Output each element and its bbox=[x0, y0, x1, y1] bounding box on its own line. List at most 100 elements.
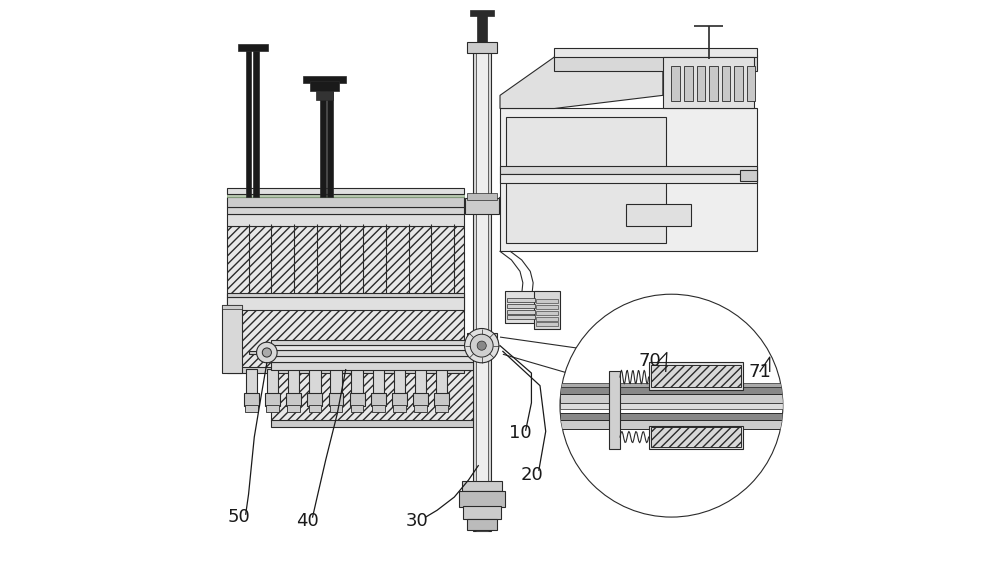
Bar bbox=[266, 405, 279, 412]
Bar bbox=[462, 481, 502, 492]
Bar bbox=[351, 405, 363, 412]
Bar bbox=[470, 10, 494, 17]
Bar bbox=[288, 369, 299, 394]
Bar bbox=[271, 420, 477, 427]
Bar bbox=[507, 304, 535, 308]
Bar bbox=[536, 317, 558, 320]
Bar bbox=[330, 369, 342, 394]
Bar bbox=[309, 405, 321, 412]
Bar bbox=[626, 204, 691, 226]
Bar bbox=[507, 310, 535, 314]
Circle shape bbox=[465, 328, 499, 363]
Bar bbox=[227, 226, 464, 297]
Bar bbox=[435, 405, 448, 412]
Bar bbox=[227, 194, 464, 197]
Bar bbox=[265, 393, 280, 406]
Circle shape bbox=[257, 342, 277, 363]
Bar bbox=[609, 372, 620, 448]
Bar bbox=[271, 344, 477, 350]
Bar bbox=[500, 108, 757, 252]
Bar bbox=[271, 350, 477, 356]
Bar bbox=[238, 44, 268, 51]
Bar bbox=[373, 369, 384, 394]
Bar bbox=[227, 207, 464, 214]
Bar bbox=[536, 305, 558, 309]
Bar bbox=[227, 188, 464, 194]
Bar bbox=[246, 369, 257, 394]
Polygon shape bbox=[500, 57, 663, 108]
Bar bbox=[287, 405, 300, 412]
Bar bbox=[500, 174, 757, 183]
Bar bbox=[371, 393, 386, 406]
Bar bbox=[560, 420, 783, 429]
Bar bbox=[413, 393, 428, 406]
Bar bbox=[534, 291, 560, 328]
Bar bbox=[671, 66, 680, 101]
Bar bbox=[307, 393, 322, 406]
Circle shape bbox=[470, 334, 493, 357]
Bar bbox=[560, 403, 783, 409]
Bar bbox=[459, 491, 505, 507]
Bar bbox=[327, 77, 333, 197]
Bar bbox=[271, 362, 477, 370]
Bar bbox=[329, 393, 343, 406]
Bar bbox=[222, 305, 242, 373]
Bar bbox=[271, 356, 477, 362]
Bar bbox=[434, 393, 449, 406]
Bar bbox=[554, 55, 757, 72]
Text: 30: 30 bbox=[406, 512, 429, 530]
Circle shape bbox=[477, 341, 486, 350]
Bar bbox=[506, 117, 666, 243]
Text: 40: 40 bbox=[296, 512, 319, 530]
Bar bbox=[684, 66, 693, 101]
Bar bbox=[227, 297, 464, 370]
Bar bbox=[227, 293, 464, 297]
Bar bbox=[309, 369, 321, 394]
Bar bbox=[286, 393, 301, 406]
Bar bbox=[227, 214, 464, 226]
Text: 70: 70 bbox=[638, 351, 661, 370]
Bar bbox=[415, 369, 426, 394]
Bar bbox=[467, 42, 497, 53]
Bar bbox=[414, 405, 427, 412]
Bar bbox=[392, 393, 407, 406]
Bar bbox=[500, 166, 757, 174]
Bar bbox=[467, 332, 497, 349]
Bar bbox=[467, 519, 497, 530]
Bar bbox=[222, 305, 242, 309]
Bar bbox=[310, 81, 339, 91]
Bar bbox=[436, 369, 447, 394]
Bar bbox=[249, 351, 267, 354]
Bar bbox=[663, 57, 754, 108]
Bar bbox=[740, 170, 757, 181]
Bar bbox=[507, 298, 535, 302]
Text: 20: 20 bbox=[521, 466, 543, 484]
Bar bbox=[649, 426, 743, 448]
Bar bbox=[507, 316, 535, 319]
Bar bbox=[554, 48, 757, 57]
Bar bbox=[560, 394, 783, 403]
Bar bbox=[560, 383, 783, 387]
Bar bbox=[747, 66, 755, 101]
Bar bbox=[463, 505, 501, 519]
Bar bbox=[350, 393, 365, 406]
Bar bbox=[476, 51, 488, 531]
Bar bbox=[246, 48, 251, 197]
Bar bbox=[709, 66, 718, 101]
Bar bbox=[227, 297, 464, 310]
Bar bbox=[697, 66, 705, 101]
Bar bbox=[477, 14, 487, 42]
Bar bbox=[536, 311, 558, 315]
Bar bbox=[560, 387, 783, 394]
Bar bbox=[393, 405, 406, 412]
Bar bbox=[651, 428, 741, 447]
Bar bbox=[649, 362, 743, 389]
Bar bbox=[473, 51, 491, 531]
Bar bbox=[316, 91, 333, 100]
Bar bbox=[536, 322, 558, 326]
Text: 10: 10 bbox=[509, 424, 531, 442]
Bar bbox=[536, 299, 558, 304]
Bar bbox=[253, 48, 259, 197]
Text: 71: 71 bbox=[749, 363, 771, 381]
Bar bbox=[372, 405, 385, 412]
